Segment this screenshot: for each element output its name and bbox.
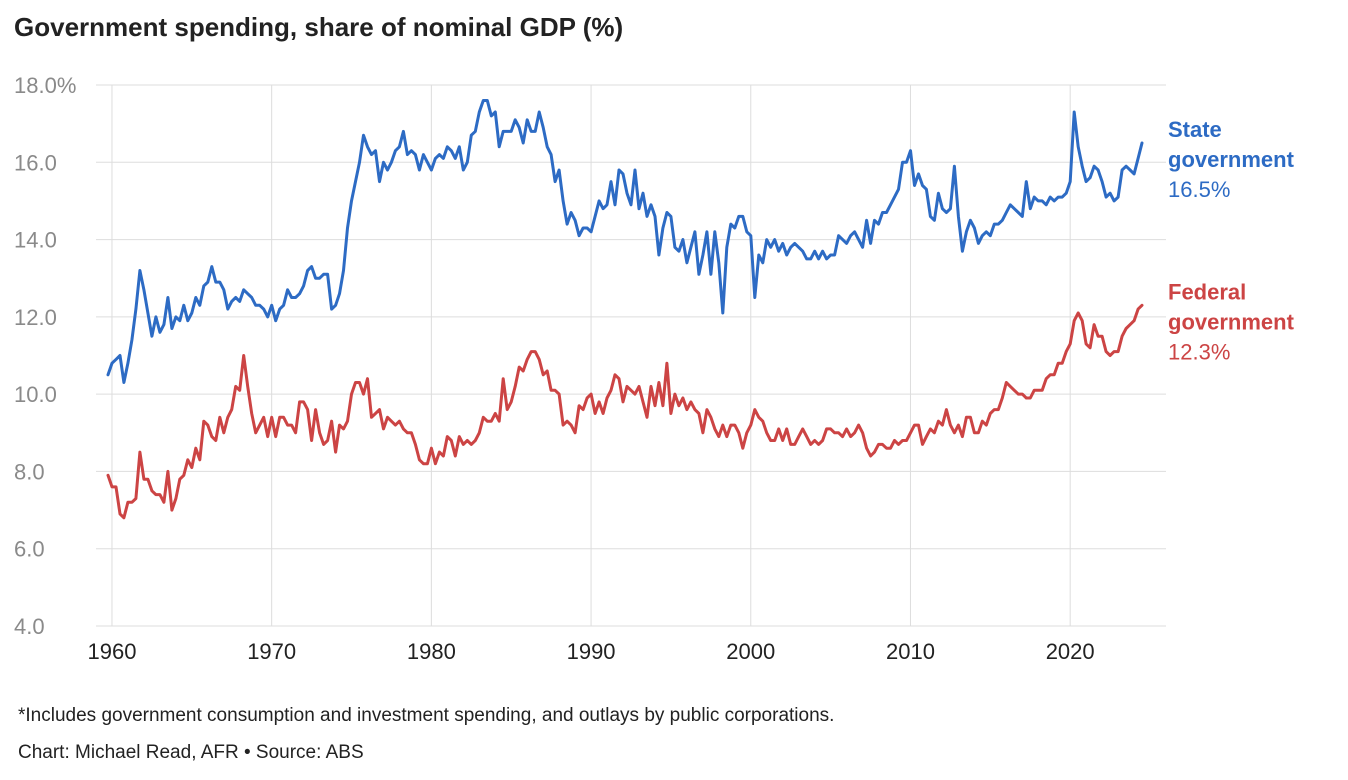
y-tick-label: 12.0 bbox=[14, 305, 57, 330]
y-tick-label: 18.0% bbox=[14, 73, 76, 98]
y-tick-label: 4.0 bbox=[14, 614, 45, 639]
x-tick-label: 1970 bbox=[247, 639, 296, 664]
x-tick-label: 1960 bbox=[87, 639, 136, 664]
y-tick-label: 8.0 bbox=[14, 459, 45, 484]
y-tick-label: 10.0 bbox=[14, 382, 57, 407]
x-tick-label: 2000 bbox=[726, 639, 775, 664]
federal-last-value: 12.3% bbox=[1168, 339, 1230, 364]
footnote: *Includes government consumption and inv… bbox=[18, 705, 835, 726]
x-tick-label: 1990 bbox=[567, 639, 616, 664]
state-last-value: 16.5% bbox=[1168, 177, 1230, 202]
y-tick-label: 14.0 bbox=[14, 228, 57, 253]
federal-label-line1: Federal bbox=[1168, 279, 1246, 304]
chart-title: Government spending, share of nominal GD… bbox=[14, 12, 624, 42]
line-chart: 18.0% 16.0 14.0 12.0 10.0 8.0 6.0 4.0 1960 1970 19… bbox=[14, 73, 1295, 664]
federal-label-line2: government bbox=[1168, 309, 1295, 334]
y-tick-label: 16.0 bbox=[14, 150, 57, 175]
x-tick-label: 2020 bbox=[1046, 639, 1095, 664]
y-tick-label: 6.0 bbox=[14, 537, 45, 562]
state-government-line bbox=[106, 99, 1144, 384]
x-tick-label: 1980 bbox=[407, 639, 456, 664]
credit-line: Chart: Michael Read, AFR • Source: ABS bbox=[18, 742, 364, 763]
state-label-line2: government bbox=[1168, 147, 1295, 172]
federal-government-line bbox=[106, 303, 1144, 520]
x-tick-label: 2010 bbox=[886, 639, 935, 664]
state-label-line1: State bbox=[1168, 117, 1222, 142]
